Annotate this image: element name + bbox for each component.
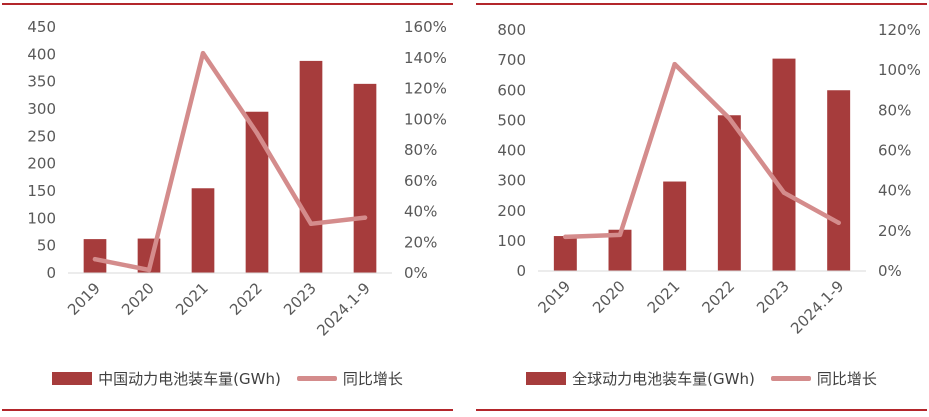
y2-tick-label: 20%: [878, 222, 911, 240]
x-tick-label: 2020: [589, 277, 629, 317]
y2-tick-label: 40%: [404, 203, 437, 221]
y-tick-label: 500: [497, 111, 526, 129]
legend-bar-label: 中国动力电池装车量(GWh): [98, 369, 281, 388]
chart-legend: 中国动力电池装车量(GWh) 同比增长: [0, 366, 455, 390]
x-tick-label: 2021: [172, 279, 212, 319]
growth-point: [362, 215, 368, 220]
y-tick-label: 400: [497, 142, 526, 160]
x-tick-label: 2024.1-9: [313, 279, 373, 339]
bar: [353, 83, 377, 273]
x-tick-label: 2023: [753, 277, 793, 317]
x-tick-label: 2020: [118, 279, 158, 319]
global-chart: 0 100 200 300 400 500 600 700 800 0% 20% 40% 60% 80% 1…: [497, 21, 921, 338]
y2-tick-label: 160%: [404, 18, 447, 36]
growth-point: [254, 130, 260, 136]
growth-point: [92, 256, 98, 262]
y-tick-label: 250: [27, 127, 56, 145]
x-tick-label: 2022: [698, 277, 738, 317]
y-tick-label: 400: [27, 45, 56, 63]
y2-tick-label: 0%: [878, 262, 902, 280]
y2-tick-label: 20%: [404, 233, 437, 251]
y2-tick-label: 80%: [404, 141, 437, 159]
growth-point: [308, 221, 314, 226]
legend-line-swatch: [296, 375, 337, 381]
bar: [663, 181, 687, 271]
y2-tick-label: 100%: [404, 110, 447, 128]
y-tick-label: 600: [497, 81, 526, 99]
legend-bar-label: 全球动力电池装车量(GWh): [572, 369, 755, 388]
y-tick-label: 150: [27, 182, 56, 200]
y-tick-label: 700: [497, 51, 526, 69]
growth-point: [672, 61, 677, 67]
legend-bar-swatch: [526, 371, 567, 385]
growth-point: [727, 116, 732, 121]
bar: [245, 111, 269, 273]
y2-tick-label: 120%: [878, 21, 921, 39]
x-tick-label: 2023: [280, 279, 320, 319]
growth-point: [146, 267, 152, 273]
china-chart-panel: 0 50 100 150 200 250 300 350 400 450 0% 20% 40% 60% 80…: [0, 0, 455, 417]
bottom-rule: [2, 409, 453, 411]
y-tick-label: 350: [27, 73, 56, 91]
y-tick-label: 300: [27, 100, 56, 118]
y-tick-label: 200: [497, 202, 526, 220]
y-tick-label: 100: [27, 209, 56, 227]
growth-line: [92, 50, 368, 273]
top-rule: [2, 3, 453, 5]
bar: [83, 239, 107, 273]
growth-point: [781, 190, 787, 195]
y-tick-label: 450: [27, 18, 56, 36]
x-tick-label: 2021: [644, 277, 684, 317]
y-tick-label: 0: [46, 264, 56, 282]
bottom-rule: [476, 409, 927, 411]
bar: [553, 236, 577, 271]
legend-line-label: 同比增长: [342, 369, 403, 388]
legend-bar-swatch: [52, 371, 93, 385]
legend-line-label: 同比增长: [816, 369, 877, 388]
y-tick-label: 50: [37, 237, 56, 255]
y2-tick-label: 60%: [878, 142, 911, 160]
y2-tick-label: 120%: [404, 80, 447, 98]
y-tick-label: 200: [27, 155, 56, 173]
growth-point: [200, 50, 206, 56]
bar: [191, 188, 215, 273]
y2-tick-label: 80%: [878, 101, 911, 119]
growth-point: [617, 232, 623, 238]
y2-tick-label: 0%: [404, 264, 428, 282]
top-rule: [476, 3, 927, 5]
growth-line: [563, 61, 841, 240]
y2-tick-label: 40%: [878, 182, 911, 200]
y-tick-label: 0: [516, 262, 526, 280]
x-tick-label: 2022: [226, 279, 266, 319]
chart-legend: 全球动力电池装车量(GWh) 同比增长: [474, 366, 929, 390]
x-tick-label: 2019: [64, 279, 104, 319]
y-tick-label: 100: [497, 232, 526, 250]
bar: [772, 58, 796, 272]
bar: [299, 60, 323, 273]
bar: [827, 90, 851, 271]
x-tick-label: 2019: [534, 277, 574, 317]
china-chart: 0 50 100 150 200 250 300 350 400 450 0% 20% 40% 60% 80…: [27, 18, 447, 340]
growth-point: [836, 220, 841, 225]
bar: [608, 229, 632, 271]
y-tick-label: 800: [497, 21, 526, 39]
legend-line-swatch: [770, 375, 811, 381]
bar: [717, 115, 741, 271]
global-chart-panel: 0 100 200 300 400 500 600 700 800 0% 20% 40% 60% 80% 1…: [474, 0, 929, 417]
y2-tick-label: 140%: [404, 49, 447, 67]
y2-tick-label: 60%: [404, 172, 437, 190]
y-tick-label: 300: [497, 172, 526, 190]
growth-point: [563, 234, 568, 240]
y2-tick-label: 100%: [878, 61, 921, 79]
x-tick-label: 2024.1-9: [787, 277, 847, 337]
